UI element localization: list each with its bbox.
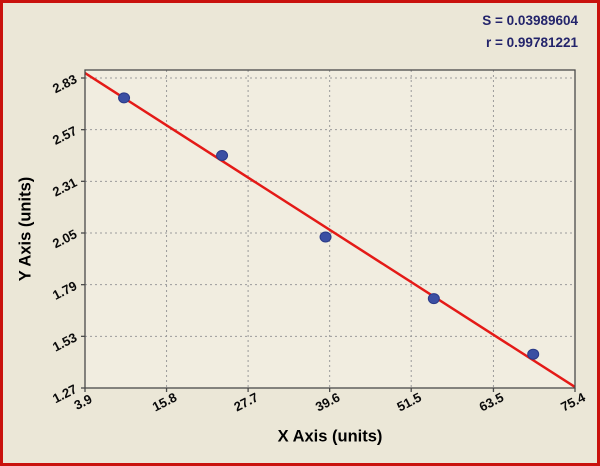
x-tick-label: 39.6: [313, 390, 342, 415]
y-tick-label: 1.79: [50, 278, 79, 303]
stat-s-value: S = 0.03989604: [482, 13, 578, 28]
x-tick-label: 51.5: [394, 390, 423, 415]
data-point: [216, 150, 229, 161]
data-point: [118, 92, 131, 104]
data-point: [427, 293, 440, 305]
y-tick-label: 1.53: [50, 330, 79, 355]
stat-r-value: r = 0.99781221: [486, 35, 578, 51]
y-axis-title: Y Axis (units): [16, 176, 35, 282]
stats-block: S = 0.03989604 r = 0.99781221: [482, 10, 578, 55]
y-tick-label: 2.57: [50, 123, 79, 148]
x-axis-title: X Axis (units): [277, 427, 383, 446]
data-point: [527, 348, 540, 360]
x-tick-label: 75.4: [558, 389, 588, 414]
x-tick-label: 27.7: [231, 390, 260, 415]
x-tick-label: 15.8: [150, 390, 179, 415]
regression-line: [85, 71, 575, 388]
y-tick-label: 2.05: [50, 226, 79, 251]
data-point: [319, 231, 332, 243]
y-tick-label: 2.83: [50, 71, 79, 96]
x-tick-label: 3.9: [71, 391, 94, 413]
y-tick-label: 2.31: [50, 175, 79, 200]
x-tick-label: 63.5: [477, 390, 506, 415]
